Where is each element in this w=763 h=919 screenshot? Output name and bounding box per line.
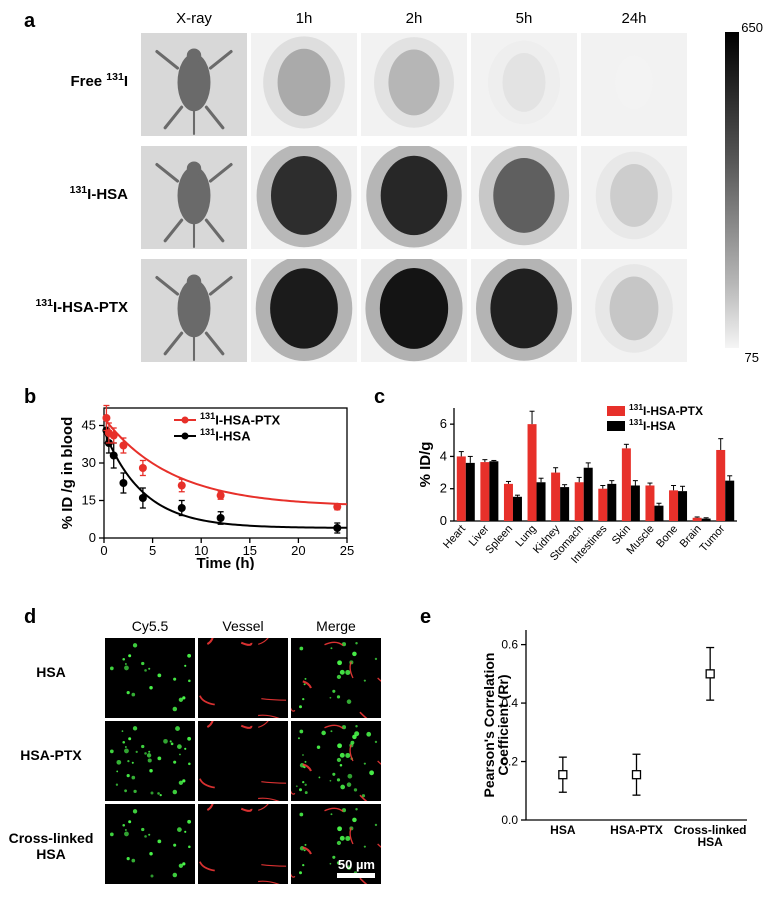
panel-a-column-title: 2h bbox=[394, 10, 434, 27]
svg-text:5: 5 bbox=[149, 543, 156, 558]
xray-image-tile bbox=[140, 145, 248, 250]
panel-d-column-title: Vessel bbox=[213, 618, 273, 634]
microscopy-tile bbox=[198, 804, 288, 884]
panel-a-column-title: 24h bbox=[614, 10, 654, 27]
panel-a-column-title: X-ray bbox=[174, 10, 214, 27]
svg-text:0.6: 0.6 bbox=[501, 638, 518, 652]
panel-c-label: c bbox=[374, 386, 385, 409]
gamma-image-tile bbox=[470, 145, 578, 250]
gamma-image-tile bbox=[360, 32, 468, 137]
svg-text:Time (h): Time (h) bbox=[196, 555, 254, 570]
panel-d: d Cy5.5VesselMerge HSAHSA-PTXCross-linke… bbox=[0, 610, 400, 910]
panel-a: a X-ray 1h 2h 5h 24h Free 131I 131I-HSA 131I-H… bbox=[0, 0, 763, 380]
panel-d-row-label: Cross-linkedHSA bbox=[6, 830, 96, 862]
panel-a-row-label: 131I-HSA bbox=[0, 184, 128, 203]
panel-d-row-label: HSA bbox=[6, 664, 96, 680]
panel-b: b 05101520250153045Time (h)% ID /g in bl… bbox=[0, 390, 370, 590]
panel-a-row-label: 131I-HSA-PTX bbox=[0, 297, 128, 316]
gamma-image-tile bbox=[470, 32, 578, 137]
svg-text:4: 4 bbox=[440, 448, 447, 463]
gamma-image-tile bbox=[250, 145, 358, 250]
svg-text:% ID /g in blood: % ID /g in blood bbox=[60, 417, 76, 530]
microscopy-tile bbox=[105, 721, 195, 801]
panel-a-column-title: 1h bbox=[284, 10, 324, 27]
svg-text:% ID/g: % ID/g bbox=[418, 442, 434, 488]
panel-a-row-label: Free 131I bbox=[0, 71, 128, 90]
svg-text:HSA: HSA bbox=[697, 835, 723, 849]
scalebar-max: 650 bbox=[741, 20, 763, 35]
svg-text:15: 15 bbox=[82, 493, 96, 508]
svg-text:20: 20 bbox=[291, 543, 305, 558]
svg-text:2: 2 bbox=[440, 481, 447, 496]
svg-text:45: 45 bbox=[82, 418, 96, 433]
pearson-coefficient-chart: 0.00.20.40.6Pearson's CorrelationCoeffic… bbox=[480, 620, 755, 860]
panel-a-column-title: 5h bbox=[504, 10, 544, 27]
gamma-image-tile bbox=[250, 258, 358, 363]
scalebar-min: 75 bbox=[745, 350, 759, 365]
microscopy-tile: 50 µm bbox=[291, 804, 381, 884]
panel-e-label: e bbox=[420, 606, 431, 629]
panel-d-row-label: HSA-PTX bbox=[6, 747, 96, 763]
svg-text:HSA: HSA bbox=[550, 823, 576, 837]
biodistribution-chart: 0246% ID/gHeartLiverSpleenLungKidneyStom… bbox=[418, 400, 743, 565]
svg-text:0.0: 0.0 bbox=[501, 813, 518, 827]
xray-image-tile bbox=[140, 258, 248, 363]
gamma-image-tile bbox=[580, 145, 688, 250]
microscopy-tile bbox=[291, 638, 381, 718]
gamma-image-tile bbox=[580, 32, 688, 137]
svg-text:0: 0 bbox=[100, 543, 107, 558]
xray-image-tile bbox=[140, 32, 248, 137]
svg-text:Tumor: Tumor bbox=[698, 523, 728, 555]
gamma-image-tile bbox=[360, 258, 468, 363]
svg-text:25: 25 bbox=[340, 543, 354, 558]
panel-b-label: b bbox=[24, 386, 36, 409]
gamma-image-tile bbox=[360, 145, 468, 250]
gamma-image-tile bbox=[580, 258, 688, 363]
scale-bar-label: 50 µm bbox=[338, 857, 375, 872]
panel-e: e 0.00.20.40.6Pearson's CorrelationCoeff… bbox=[420, 610, 760, 910]
svg-text:6: 6 bbox=[440, 416, 447, 431]
scale-bar bbox=[337, 873, 375, 878]
svg-text:0: 0 bbox=[89, 530, 96, 545]
microscopy-tile bbox=[198, 638, 288, 718]
svg-text:Coefficient (Rr): Coefficient (Rr) bbox=[495, 674, 511, 775]
blood-clearance-chart: 05101520250153045Time (h)% ID /g in bloo… bbox=[60, 400, 355, 570]
intensity-scalebar bbox=[725, 32, 739, 348]
panel-d-column-title: Merge bbox=[306, 618, 366, 634]
svg-text:0: 0 bbox=[440, 513, 447, 528]
svg-text:HSA-PTX: HSA-PTX bbox=[610, 823, 663, 837]
microscopy-tile bbox=[291, 721, 381, 801]
panel-a-label: a bbox=[24, 10, 35, 33]
svg-text:Bone: Bone bbox=[654, 523, 680, 550]
microscopy-tile bbox=[105, 804, 195, 884]
panel-d-column-title: Cy5.5 bbox=[120, 618, 180, 634]
gamma-image-tile bbox=[470, 258, 578, 363]
microscopy-tile bbox=[198, 721, 288, 801]
microscopy-tile bbox=[105, 638, 195, 718]
panel-c: c 0246% ID/gHeartLiverSpleenLungKidneySt… bbox=[378, 390, 763, 590]
panel-d-label: d bbox=[24, 606, 36, 629]
gamma-image-tile bbox=[250, 32, 358, 137]
svg-text:30: 30 bbox=[82, 455, 96, 470]
